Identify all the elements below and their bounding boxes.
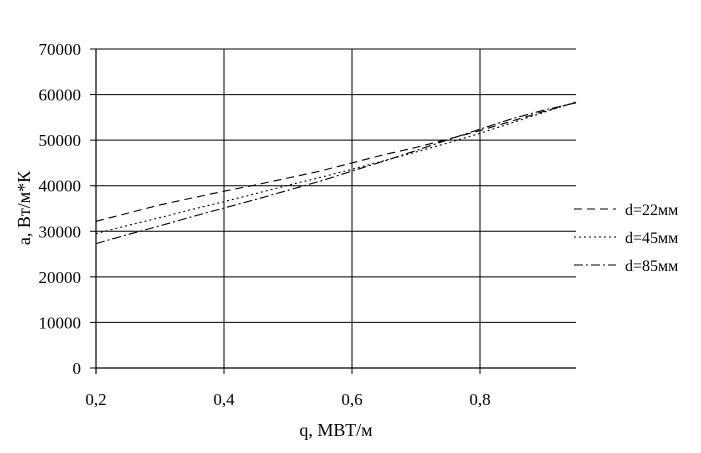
legend-label-3: d=85мм: [625, 258, 678, 275]
y-tick-label: 60000: [39, 86, 82, 105]
x-tick-label: 0,8: [469, 390, 490, 409]
y-tick-label: 10000: [39, 313, 82, 332]
x-tick-label: 0,4: [213, 390, 235, 409]
y-tick-label: 50000: [39, 131, 82, 150]
y-tick-label: 70000: [39, 40, 82, 59]
axes: [90, 48, 576, 374]
y-tick-label: 20000: [39, 268, 82, 287]
legend-label-2: d=45мм: [625, 230, 678, 247]
x-tick-label: 0,2: [85, 390, 106, 409]
x-tick-labels: 0,2 0,4 0,6 0,8: [85, 390, 490, 409]
series-line-1: [95, 101, 577, 222]
legend: d=22мм d=45мм d=85мм: [574, 202, 678, 275]
x-axis-title: q, МВТ/м: [299, 420, 372, 440]
y-tick-label: 0: [73, 359, 82, 378]
y-axis-title: a, Вт/м*К: [14, 170, 34, 245]
y-tick-labels: 0 10000 20000 30000 40000 50000 60000 70000: [39, 40, 82, 378]
y-tick-label: 30000: [39, 222, 82, 241]
y-tick-label: 40000: [39, 177, 82, 196]
legend-label-1: d=22мм: [625, 202, 678, 219]
x-tick-label: 0,6: [341, 390, 362, 409]
series-lines: [95, 101, 577, 245]
grid-lines: [96, 48, 576, 368]
